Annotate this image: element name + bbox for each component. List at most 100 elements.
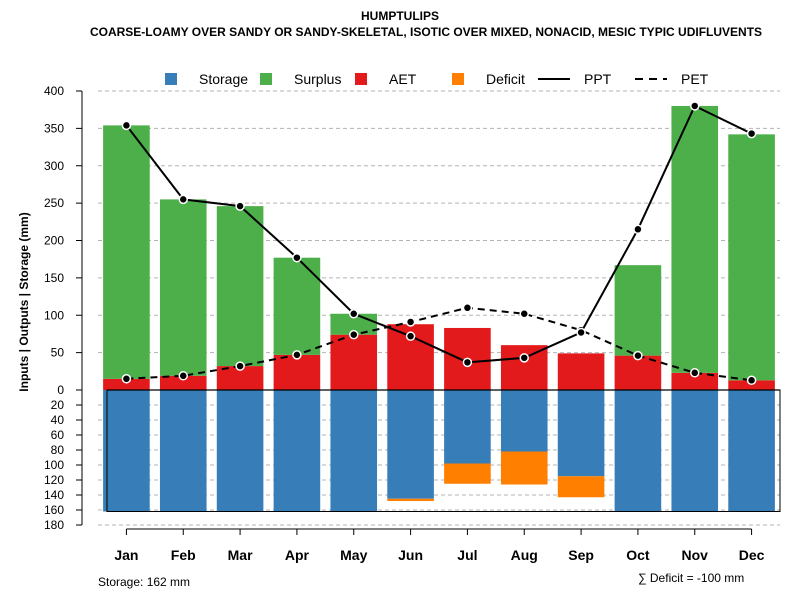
y-tick-label: 100	[44, 308, 64, 322]
ppt-point	[405, 331, 416, 341]
legend-label-deficit: Deficit	[486, 71, 525, 87]
deficit-bar	[500, 451, 548, 485]
y-tick-label: 250	[44, 196, 64, 210]
legend-swatch-storage	[165, 73, 177, 85]
x-tick-label: Nov	[682, 547, 709, 563]
x-tick-label: May	[340, 547, 367, 563]
ppt-point	[121, 120, 132, 131]
ppt-point	[235, 201, 245, 211]
pet-point	[349, 329, 359, 340]
y-tick-label: 140	[44, 488, 64, 502]
storage-bar	[614, 390, 662, 512]
storage-bar	[500, 390, 548, 452]
storage-bar	[444, 390, 491, 464]
surplus-bar	[273, 257, 321, 355]
ppt-point	[349, 309, 359, 319]
storage-bar	[216, 390, 264, 512]
legend-swatch-aet	[355, 73, 367, 85]
storage-bar	[159, 390, 207, 512]
pet-point	[121, 374, 132, 384]
storage-bar	[387, 390, 434, 499]
x-tick-label: Mar	[228, 547, 253, 563]
y-tick-label: 300	[44, 159, 64, 173]
y-tick-label: 40	[51, 413, 65, 427]
legend-swatch-deficit	[452, 73, 464, 85]
pet-point	[405, 317, 416, 327]
legend-swatch-surplus	[260, 73, 272, 85]
ppt-point	[462, 357, 473, 368]
y-tick-label: 180	[44, 518, 64, 532]
ppt-line	[125, 104, 753, 364]
aet-bar	[159, 375, 207, 390]
pet-point	[178, 371, 188, 381]
x-tick-label: Jun	[398, 547, 423, 563]
legend-label-pet: PET	[681, 71, 709, 87]
storage-bar	[557, 390, 605, 477]
storage-note: Storage: 162 mm	[98, 575, 190, 589]
legend: Storage Surplus AET Deficit PPT PET	[165, 71, 709, 87]
y-tick-label: 350	[44, 121, 64, 135]
y-axis-label: Inputs | Outputs | Storage (mm)	[17, 212, 31, 391]
y-tick-label: 50	[51, 346, 65, 360]
x-tick-label: Jan	[114, 547, 138, 563]
pet-point	[633, 350, 643, 361]
surplus-bar	[103, 125, 150, 379]
pet-point	[746, 375, 757, 386]
surplus-bar	[216, 206, 264, 367]
x-tick-label: Oct	[626, 547, 650, 563]
ppt-point	[576, 327, 586, 338]
ppt-point	[633, 224, 643, 235]
y-tick-label: 150	[44, 271, 64, 285]
legend-label-storage: Storage	[199, 71, 248, 87]
ppt-point	[178, 194, 188, 205]
y-tick-label: 0	[57, 383, 64, 397]
y-tick-label: 120	[44, 473, 64, 487]
aet-bar	[557, 353, 605, 390]
y-tick-label: 20	[51, 398, 65, 412]
aet-bar	[273, 354, 321, 390]
aet-bar	[671, 372, 719, 390]
aet-bar	[500, 345, 548, 390]
lines	[121, 101, 757, 386]
pet-point	[519, 309, 529, 319]
pet-point	[292, 350, 302, 360]
aet-bar	[216, 366, 264, 390]
bars	[103, 105, 781, 512]
storage-bar	[103, 390, 150, 512]
ppt-point	[746, 128, 757, 139]
x-tick-label: Sep	[568, 547, 594, 563]
storage-bar	[273, 390, 321, 512]
legend-label-aet: AET	[389, 71, 417, 87]
pet-point	[462, 303, 473, 313]
x-tick-label: Apr	[285, 547, 310, 563]
chart-subtitle: COARSE-LOAMY OVER SANDY OR SANDY-SKELETA…	[90, 25, 762, 39]
deficit-note: ∑ Deficit = -100 mm	[638, 571, 744, 585]
ppt-point	[690, 101, 700, 111]
x-tick-label: Jul	[457, 547, 477, 563]
y-tick-label: 160	[44, 503, 64, 517]
pet-point	[690, 368, 700, 378]
aet-bar	[728, 380, 775, 390]
deficit-bar	[557, 476, 605, 498]
deficit-bar	[444, 463, 491, 484]
ppt-point	[292, 252, 302, 263]
storage-bar	[671, 390, 719, 512]
x-tick-label: Feb	[171, 547, 196, 563]
pet-point	[235, 361, 245, 371]
y-tick-label: 60	[51, 428, 65, 442]
y-tick-label: 200	[44, 234, 64, 248]
deficit-bar	[387, 498, 434, 501]
chart-title: HUMPTULIPS	[361, 9, 439, 23]
surplus-bar	[728, 134, 775, 381]
legend-label-surplus: Surplus	[294, 71, 341, 87]
aet-bar	[330, 334, 378, 390]
storage-bar	[330, 390, 378, 512]
aet-bar	[103, 378, 150, 390]
x-tick-label: Dec	[739, 547, 765, 563]
axes: 0501001502002503003504002040608010012014…	[44, 84, 765, 563]
storage-bar	[728, 390, 775, 512]
ppt-point	[519, 353, 529, 363]
surplus-bar	[671, 105, 719, 373]
x-tick-label: Aug	[511, 547, 538, 563]
